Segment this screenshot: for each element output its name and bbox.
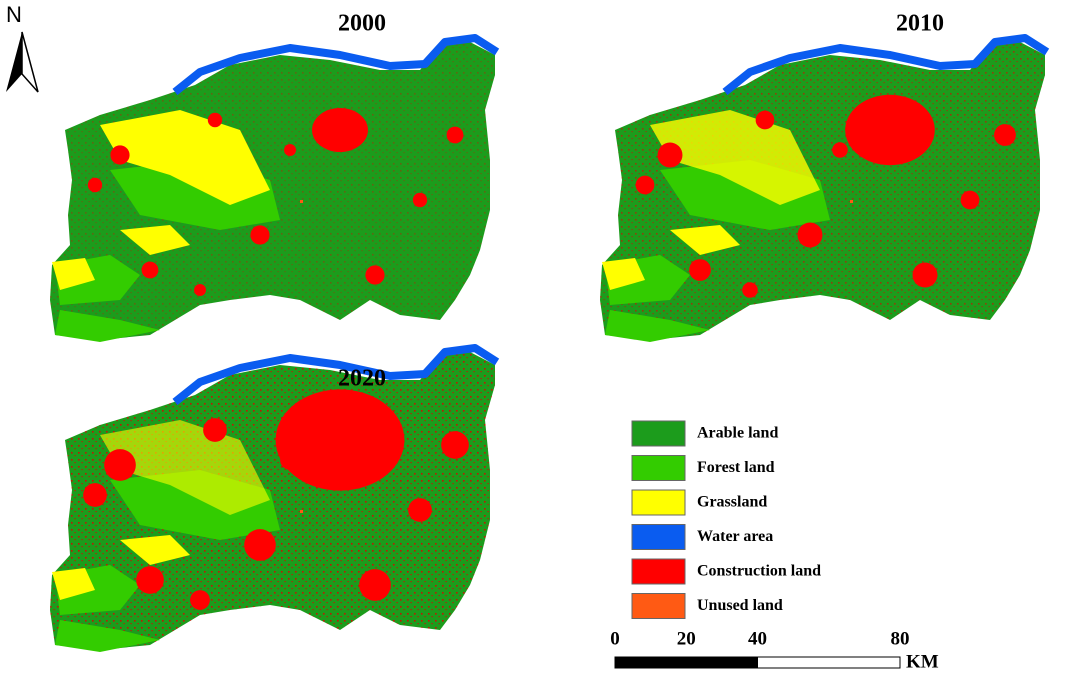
map-construction xyxy=(275,389,405,491)
map-construction xyxy=(797,222,823,248)
map-construction xyxy=(203,418,227,442)
map-construction xyxy=(912,262,938,288)
scale-segment xyxy=(685,656,758,669)
map-title: 2020 xyxy=(338,366,386,392)
land-use-map xyxy=(600,34,1050,342)
map-construction xyxy=(190,590,210,610)
scale-tick-label: 40 xyxy=(748,628,767,649)
legend-label: Arable land xyxy=(697,425,778,442)
scale-tick-label: 80 xyxy=(891,628,910,649)
north-arrow xyxy=(6,31,39,93)
map-construction xyxy=(141,261,159,279)
map-construction xyxy=(446,126,464,144)
map-grassland xyxy=(100,420,270,515)
map-construction xyxy=(194,284,206,296)
legend-label: Unused land xyxy=(697,597,783,614)
map-grassland xyxy=(650,110,820,205)
map-construction xyxy=(312,108,368,152)
scale-tick-label: 20 xyxy=(677,628,696,649)
map-construction xyxy=(104,449,136,481)
map-title: 2010 xyxy=(896,11,944,37)
map-construction xyxy=(87,177,103,193)
scale-unit: KM xyxy=(906,651,939,672)
map-construction xyxy=(83,483,107,507)
map-water xyxy=(172,34,500,96)
legend-label: Grassland xyxy=(697,494,767,511)
map-construction xyxy=(359,569,391,601)
legend-label: Water area xyxy=(697,528,773,545)
map-water xyxy=(172,344,500,406)
map-grassland xyxy=(52,568,95,600)
map-construction xyxy=(412,192,428,208)
map-grassland xyxy=(120,535,190,565)
scale-segment xyxy=(614,656,687,669)
map-construction xyxy=(689,259,711,281)
map-construction xyxy=(960,190,980,210)
legend-swatch xyxy=(631,420,686,447)
map-unused xyxy=(850,200,853,203)
map-construction xyxy=(657,142,683,168)
legend-label: Construction land xyxy=(697,563,821,580)
map-construction xyxy=(635,175,655,195)
map-title: 2000 xyxy=(338,11,386,37)
map-construction xyxy=(284,144,296,156)
map-construction xyxy=(832,142,848,158)
map-construction xyxy=(742,282,758,298)
map-grassland xyxy=(52,258,95,290)
map-construction xyxy=(244,529,276,561)
map-construction xyxy=(280,450,300,470)
map-grassland xyxy=(120,225,190,255)
legend-swatch xyxy=(631,489,686,516)
north-label: N xyxy=(6,2,22,27)
scale-segment xyxy=(757,656,901,669)
scale-tick-label: 0 xyxy=(610,628,620,649)
legend-swatch xyxy=(631,593,686,619)
land-use-map xyxy=(50,34,500,342)
map-forest xyxy=(55,310,160,342)
legend-swatch xyxy=(631,524,686,550)
map-construction xyxy=(250,225,270,245)
map-unused xyxy=(300,200,303,203)
map-construction xyxy=(441,431,469,459)
map-construction xyxy=(408,498,432,522)
map-grassland xyxy=(100,110,270,205)
map-unused xyxy=(300,510,303,513)
map-construction xyxy=(136,566,164,594)
map-forest xyxy=(605,310,710,342)
map-water xyxy=(722,34,1050,96)
map-construction xyxy=(110,145,130,165)
legend-label: Forest land xyxy=(697,459,775,476)
land-use-map xyxy=(50,344,500,652)
legend: Arable land Forest land Grassland Water are… xyxy=(631,420,821,619)
map-construction xyxy=(207,112,223,128)
map-construction xyxy=(365,265,385,285)
map-construction xyxy=(755,110,775,130)
map-construction xyxy=(994,124,1016,146)
map-forest xyxy=(55,620,160,652)
legend-swatch xyxy=(631,558,686,585)
map-grassland xyxy=(602,258,645,290)
legend-swatch xyxy=(631,455,686,481)
map-grassland xyxy=(670,225,740,255)
map-construction xyxy=(845,94,935,166)
